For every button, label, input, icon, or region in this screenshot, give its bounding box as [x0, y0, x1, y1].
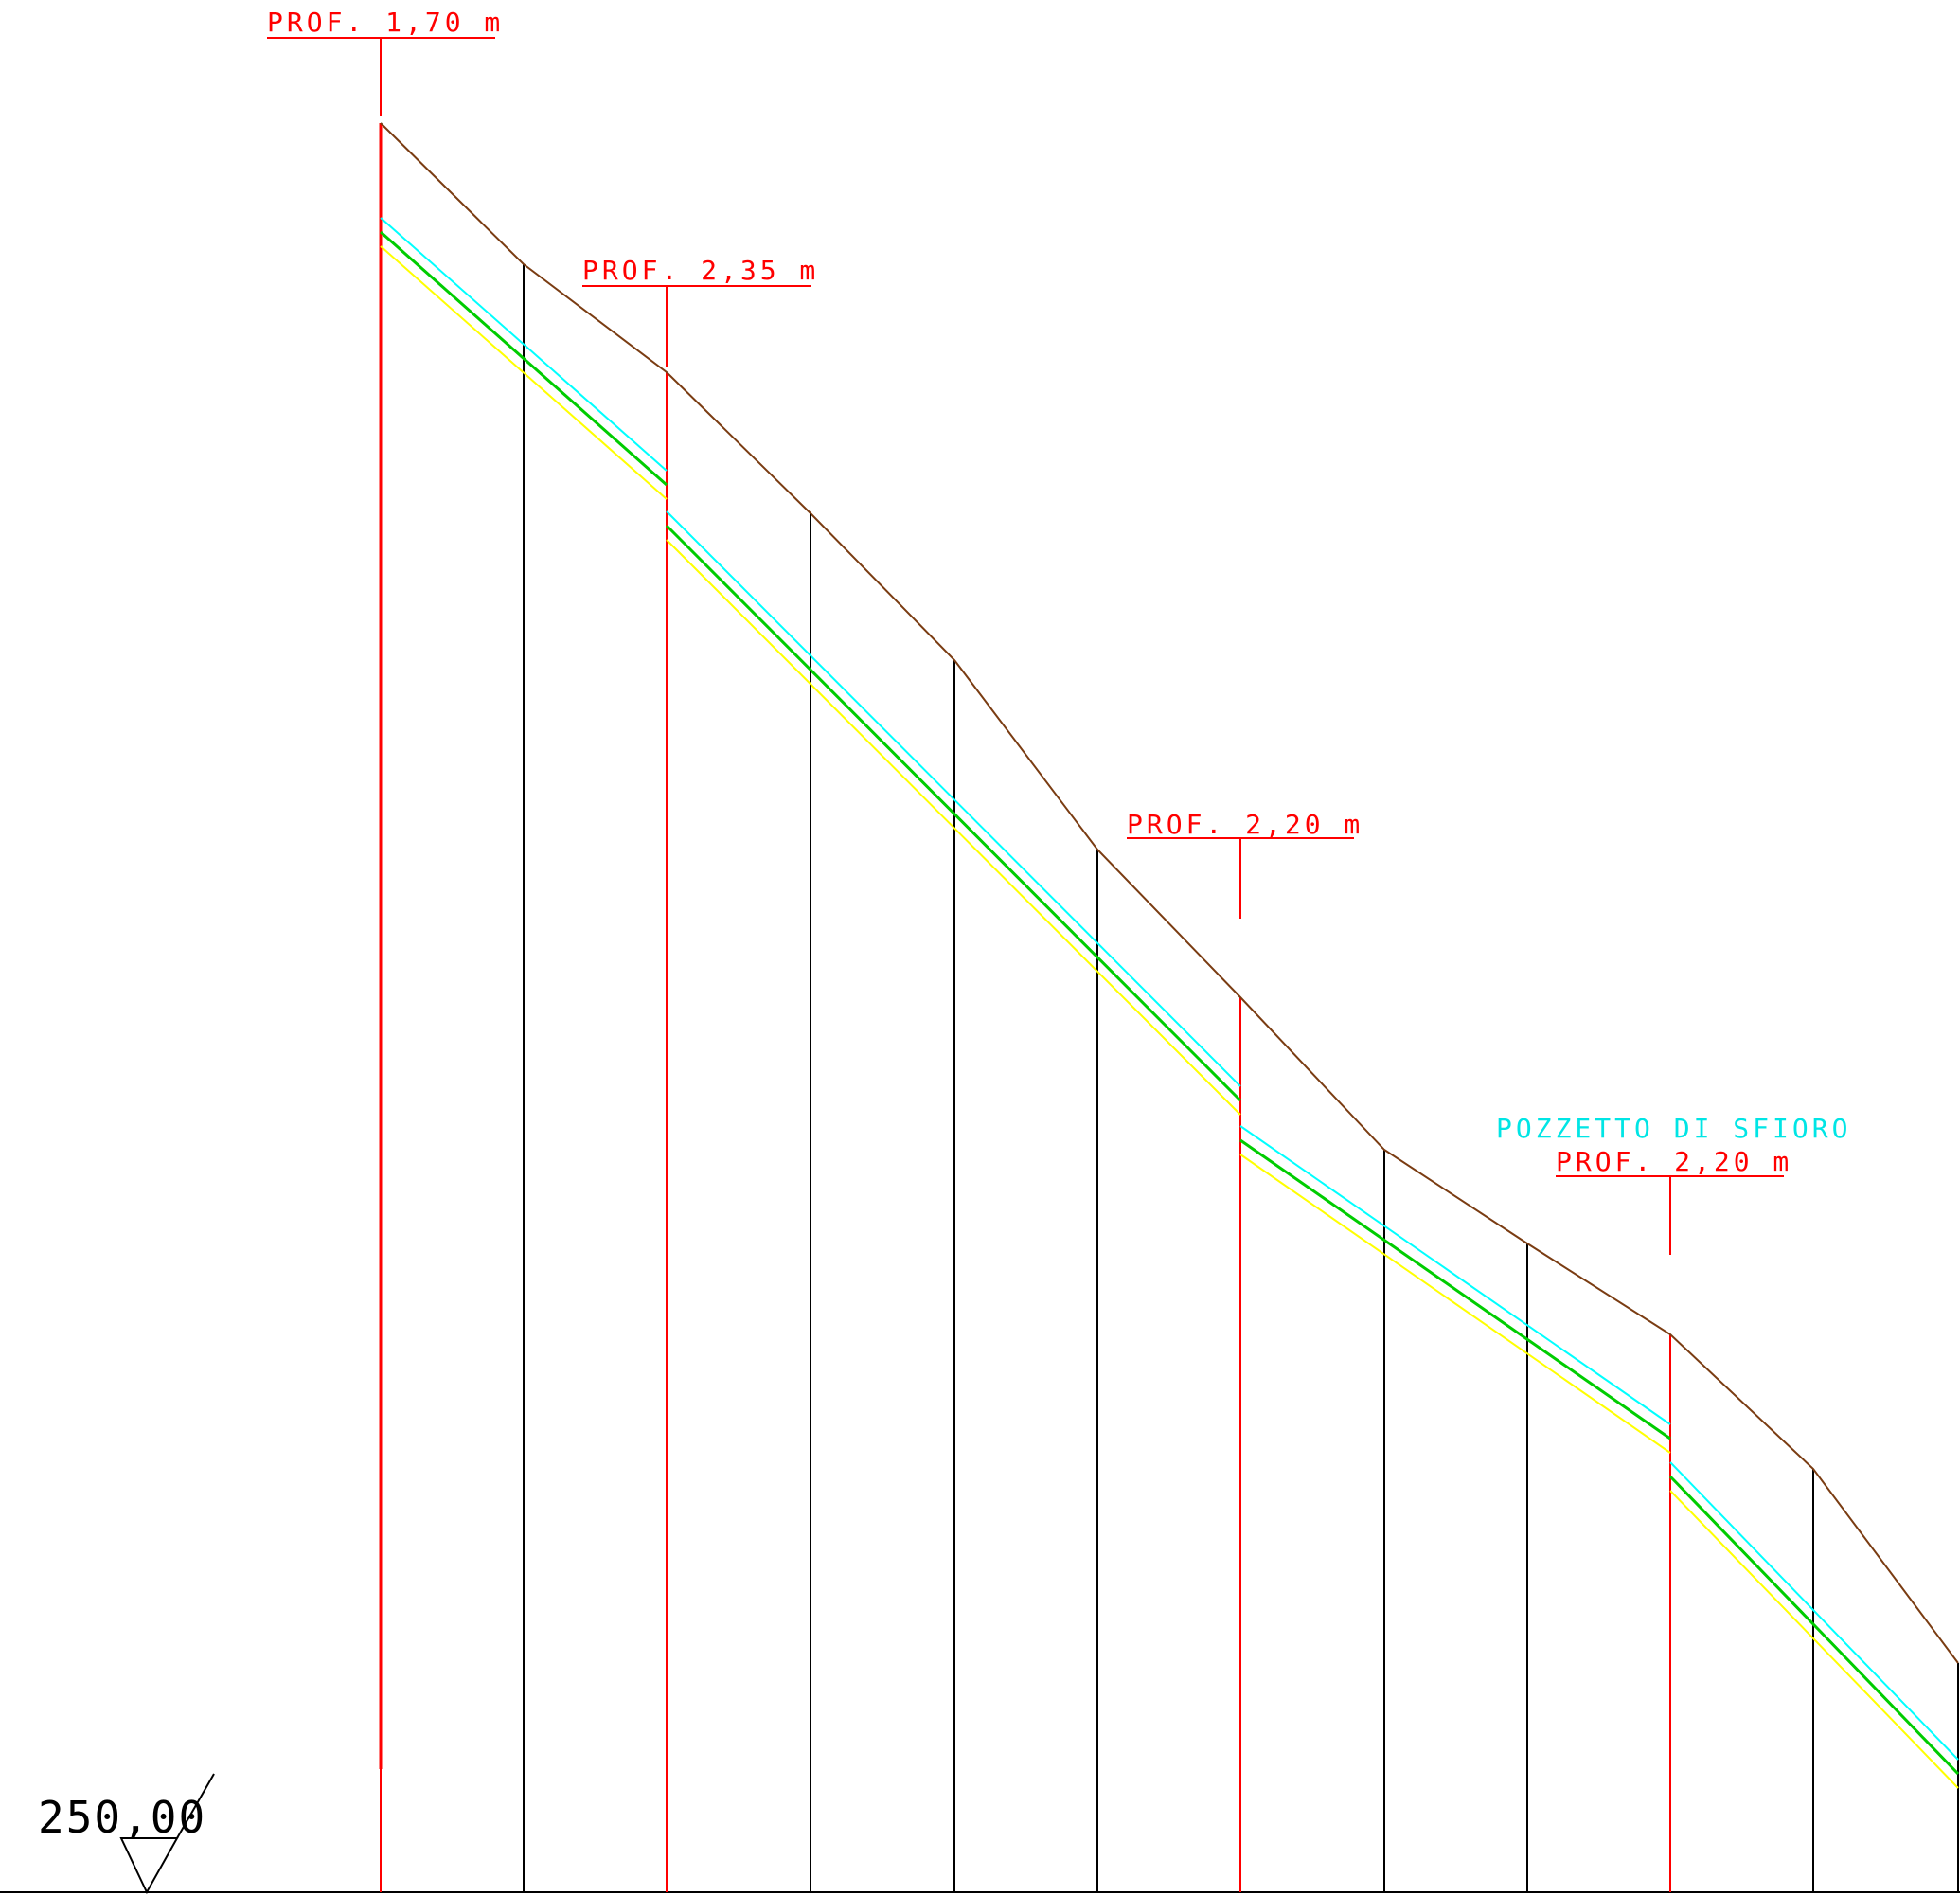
manhole-lines — [379, 123, 1671, 1892]
datum-triangle — [119, 1837, 179, 1895]
pipe-axis-line — [380, 230, 1960, 1776]
depth-label: PROF. 1,70 m — [267, 7, 504, 38]
depth-label: PROF. 2,35 m — [582, 255, 819, 286]
depth-label: PROF. 2,20 m — [1556, 1146, 1792, 1177]
ground-profile-line — [380, 122, 1959, 1664]
pipe-bottom-line — [380, 245, 1959, 1789]
station-lines — [523, 264, 1959, 1892]
manhole-note: POZZETTO DI SFIORO — [1496, 1113, 1851, 1144]
manhole-label-2: PROF. 2,35 m — [582, 255, 819, 367]
manhole-label-4: POZZETTO DI SFIORO PROF. 2,20 m — [1496, 1113, 1851, 1255]
datum-slash — [176, 1773, 215, 1839]
pipe-top-line — [380, 217, 1959, 1761]
depth-label: PROF. 2,20 m — [1127, 809, 1363, 840]
manhole-label-1: PROF. 1,70 m — [267, 7, 504, 116]
datum-label: 250,00 — [38, 1792, 206, 1843]
datum-marker: 250,00 — [38, 1773, 215, 1895]
manhole-label-3: PROF. 2,20 m — [1127, 809, 1363, 919]
